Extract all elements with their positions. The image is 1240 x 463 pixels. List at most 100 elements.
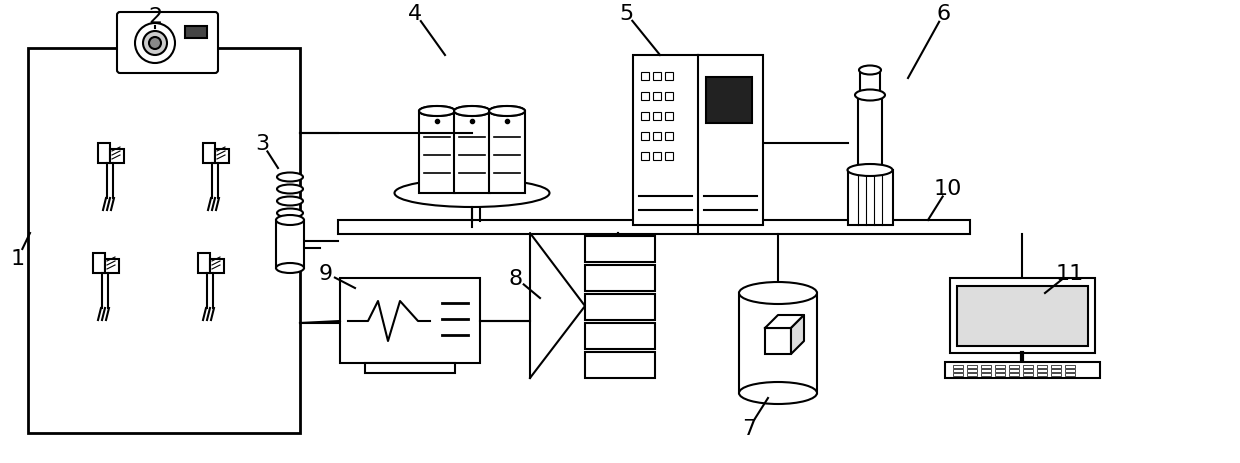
Text: 5: 5	[619, 4, 634, 24]
Bar	[641, 133, 649, 141]
Ellipse shape	[277, 185, 303, 194]
Bar	[665, 93, 673, 101]
Bar	[641, 93, 649, 101]
Ellipse shape	[277, 209, 303, 218]
Bar	[665, 113, 673, 121]
Ellipse shape	[277, 216, 304, 225]
Bar	[665, 73, 673, 81]
Bar	[1009, 373, 1019, 376]
Bar	[653, 153, 661, 161]
Bar	[653, 113, 661, 121]
Bar	[641, 73, 649, 81]
Bar	[653, 133, 661, 141]
Bar	[994, 365, 1004, 368]
Bar	[185, 27, 207, 39]
Ellipse shape	[739, 282, 817, 304]
Bar	[340, 278, 480, 363]
Circle shape	[143, 32, 167, 56]
Bar	[585, 352, 655, 378]
Bar	[981, 369, 991, 372]
Bar	[739, 283, 817, 393]
Bar	[765, 328, 791, 354]
Bar	[954, 369, 963, 372]
Text: 7: 7	[742, 418, 756, 438]
Bar	[641, 113, 649, 121]
Bar	[981, 365, 991, 368]
Ellipse shape	[419, 107, 455, 117]
Bar	[967, 369, 977, 372]
Bar	[1023, 369, 1033, 372]
Polygon shape	[529, 233, 585, 378]
Bar	[198, 253, 210, 274]
Bar	[967, 373, 977, 376]
Ellipse shape	[489, 107, 525, 117]
Bar	[994, 369, 1004, 372]
Bar	[365, 363, 455, 373]
Bar	[858, 96, 882, 166]
Bar	[339, 220, 970, 234]
Bar	[981, 373, 991, 376]
Bar	[210, 259, 224, 274]
Ellipse shape	[847, 165, 893, 176]
Bar	[945, 362, 1100, 378]
Bar	[1037, 373, 1047, 376]
Ellipse shape	[277, 263, 304, 274]
Bar	[29, 49, 300, 433]
Circle shape	[149, 38, 161, 50]
Bar	[653, 93, 661, 101]
Bar	[105, 259, 119, 274]
Bar	[954, 373, 963, 376]
Bar	[585, 294, 655, 320]
Bar	[585, 237, 655, 263]
Ellipse shape	[856, 90, 885, 101]
Bar	[585, 265, 655, 291]
Bar	[632, 56, 763, 225]
Bar	[957, 287, 1087, 346]
Ellipse shape	[489, 107, 525, 117]
Bar	[848, 171, 893, 225]
Bar	[585, 323, 655, 349]
Bar	[1052, 369, 1061, 372]
Text: 4: 4	[408, 4, 422, 24]
Bar	[1052, 373, 1061, 376]
Ellipse shape	[454, 107, 490, 117]
Bar	[215, 150, 229, 163]
Text: 9: 9	[319, 263, 334, 283]
Bar	[1009, 369, 1019, 372]
Bar	[98, 144, 110, 163]
Bar	[861, 70, 880, 95]
Bar	[1023, 373, 1033, 376]
Ellipse shape	[394, 180, 549, 207]
Bar	[277, 220, 304, 269]
Bar	[706, 78, 751, 124]
Ellipse shape	[739, 382, 817, 404]
Polygon shape	[791, 315, 804, 354]
Ellipse shape	[859, 66, 880, 75]
Text: 3: 3	[255, 134, 269, 154]
Bar	[1037, 369, 1047, 372]
Bar	[954, 365, 963, 368]
Bar	[93, 253, 105, 274]
Bar	[641, 153, 649, 161]
Bar	[950, 278, 1095, 353]
Text: 2: 2	[148, 7, 162, 27]
Bar	[967, 365, 977, 368]
Bar	[1065, 369, 1075, 372]
Circle shape	[135, 24, 175, 64]
Bar	[1065, 373, 1075, 376]
Bar	[1023, 365, 1033, 368]
FancyBboxPatch shape	[117, 13, 218, 74]
Ellipse shape	[419, 107, 455, 117]
Text: 8: 8	[508, 269, 523, 288]
Ellipse shape	[454, 107, 490, 117]
Polygon shape	[765, 315, 804, 328]
Bar	[489, 112, 525, 194]
Bar	[653, 73, 661, 81]
Bar	[1037, 365, 1047, 368]
Bar	[454, 112, 490, 194]
Text: 11: 11	[1056, 263, 1084, 283]
Bar	[203, 144, 215, 163]
Bar	[994, 373, 1004, 376]
Ellipse shape	[277, 197, 303, 206]
Bar	[665, 133, 673, 141]
